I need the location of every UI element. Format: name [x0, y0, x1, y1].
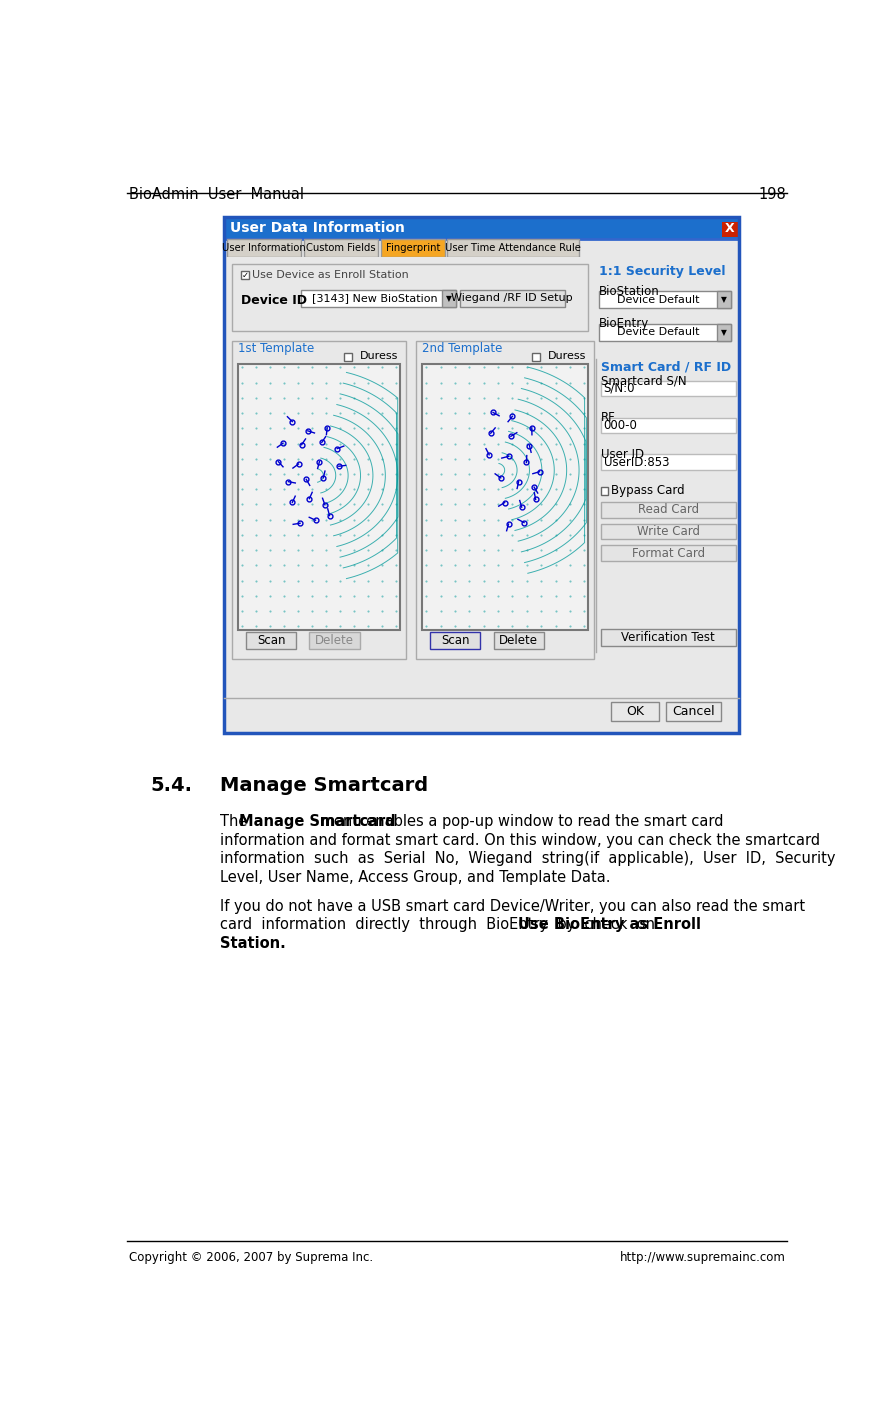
FancyBboxPatch shape: [611, 703, 659, 722]
Text: Station.: Station.: [220, 935, 285, 951]
Text: ▼: ▼: [447, 294, 452, 302]
Text: X: X: [725, 221, 735, 235]
Text: Device Default: Device Default: [617, 295, 699, 305]
FancyBboxPatch shape: [460, 289, 565, 307]
Text: 000-0: 000-0: [604, 419, 638, 432]
Text: Bypass Card: Bypass Card: [611, 485, 685, 498]
Text: UserID:853: UserID:853: [604, 456, 669, 469]
FancyBboxPatch shape: [447, 240, 579, 257]
Text: http://www.supremainc.com: http://www.supremainc.com: [620, 1251, 786, 1263]
FancyBboxPatch shape: [227, 240, 301, 257]
FancyBboxPatch shape: [304, 240, 378, 257]
Text: 1st Template: 1st Template: [238, 342, 314, 355]
Text: Write Card: Write Card: [637, 525, 700, 538]
FancyBboxPatch shape: [238, 364, 400, 630]
Text: Copyright © 2006, 2007 by Suprema Inc.: Copyright © 2006, 2007 by Suprema Inc.: [128, 1251, 373, 1263]
Text: BioStation: BioStation: [599, 285, 660, 298]
Text: If you do not have a USB smart card Device/Writer, you can also read the smart: If you do not have a USB smart card Devi…: [220, 898, 805, 914]
FancyBboxPatch shape: [232, 264, 588, 331]
Text: Scan: Scan: [257, 635, 285, 647]
Text: [3143] New BioStation: [3143] New BioStation: [312, 294, 438, 304]
FancyBboxPatch shape: [600, 545, 736, 560]
Text: Verification Test: Verification Test: [622, 632, 715, 645]
Text: User Information: User Information: [222, 242, 306, 254]
Text: Custom Fields: Custom Fields: [307, 242, 376, 254]
Text: 1:1 Security Level: 1:1 Security Level: [599, 265, 725, 278]
Text: OK: OK: [626, 706, 644, 719]
Text: information  such  as  Serial  No,  Wiegand  string(if  applicable),  User  ID, : information such as Serial No, Wiegand s…: [220, 851, 836, 866]
Text: Device ID: Device ID: [241, 294, 307, 307]
FancyBboxPatch shape: [381, 240, 445, 257]
Text: information and format smart card. On this window, you can check the smartcard: information and format smart card. On th…: [220, 833, 820, 847]
FancyBboxPatch shape: [600, 486, 608, 495]
Text: 2nd Template: 2nd Template: [422, 342, 503, 355]
FancyBboxPatch shape: [665, 703, 722, 722]
Text: Delete: Delete: [499, 635, 538, 647]
Text: Cancel: Cancel: [673, 706, 714, 719]
FancyBboxPatch shape: [717, 291, 731, 308]
FancyBboxPatch shape: [600, 455, 736, 471]
Text: The: The: [220, 814, 252, 829]
Text: Wiegand /RF ID Setup: Wiegand /RF ID Setup: [451, 294, 573, 304]
Text: Use Device as Enroll Station: Use Device as Enroll Station: [252, 270, 409, 279]
FancyBboxPatch shape: [416, 341, 594, 659]
FancyBboxPatch shape: [301, 289, 457, 307]
Text: S/N:0: S/N:0: [604, 382, 635, 395]
FancyBboxPatch shape: [600, 523, 736, 539]
FancyBboxPatch shape: [224, 240, 739, 733]
Text: Delete: Delete: [314, 635, 353, 647]
Text: ▼: ▼: [721, 328, 727, 337]
Text: 5.4.: 5.4.: [150, 776, 193, 796]
FancyBboxPatch shape: [493, 632, 544, 649]
FancyBboxPatch shape: [723, 222, 738, 237]
FancyBboxPatch shape: [599, 291, 731, 308]
FancyBboxPatch shape: [226, 257, 738, 696]
FancyBboxPatch shape: [599, 324, 731, 341]
FancyBboxPatch shape: [600, 629, 736, 646]
Text: Use BioEntry as Enroll: Use BioEntry as Enroll: [518, 917, 701, 933]
Text: ✓: ✓: [242, 271, 248, 279]
Text: Device Default: Device Default: [617, 327, 699, 337]
FancyBboxPatch shape: [224, 217, 739, 240]
FancyBboxPatch shape: [600, 418, 736, 434]
FancyBboxPatch shape: [600, 502, 736, 518]
Text: Smart Card / RF ID: Smart Card / RF ID: [600, 361, 731, 374]
FancyBboxPatch shape: [232, 341, 406, 659]
FancyBboxPatch shape: [241, 271, 249, 279]
FancyBboxPatch shape: [533, 352, 540, 361]
Text: Manage Smartcard: Manage Smartcard: [220, 776, 428, 796]
FancyBboxPatch shape: [717, 324, 731, 341]
Text: Fingerprint: Fingerprint: [385, 242, 440, 254]
Text: card  information  directly  through  BioEntry  by  check  on: card information directly through BioEnt…: [220, 917, 665, 933]
Text: Scan: Scan: [442, 635, 470, 647]
FancyBboxPatch shape: [600, 381, 736, 396]
FancyBboxPatch shape: [310, 632, 359, 649]
Text: User ID: User ID: [600, 448, 644, 461]
FancyBboxPatch shape: [245, 632, 296, 649]
Text: Smartcard S/N: Smartcard S/N: [600, 374, 686, 386]
Text: ▼: ▼: [721, 295, 727, 304]
FancyBboxPatch shape: [430, 632, 481, 649]
Text: Duress: Duress: [549, 351, 587, 361]
Text: Read Card: Read Card: [638, 503, 699, 516]
Text: Duress: Duress: [359, 351, 398, 361]
Text: User Data Information: User Data Information: [230, 221, 405, 235]
Text: RF: RF: [600, 411, 615, 424]
Text: Manage Smartcard: Manage Smartcard: [239, 814, 396, 829]
FancyBboxPatch shape: [442, 289, 457, 307]
Text: BioEntry: BioEntry: [599, 317, 649, 329]
Text: menu enables a pop-up window to read the smart card: menu enables a pop-up window to read the…: [315, 814, 723, 829]
FancyBboxPatch shape: [344, 352, 351, 361]
Text: Level, User Name, Access Group, and Template Data.: Level, User Name, Access Group, and Temp…: [220, 870, 610, 884]
Text: User Time Attendance Rule: User Time Attendance Rule: [445, 242, 581, 254]
Text: 198: 198: [758, 187, 786, 201]
FancyBboxPatch shape: [422, 364, 588, 630]
Text: BioAdmin  User  Manual: BioAdmin User Manual: [128, 187, 303, 201]
Text: Format Card: Format Card: [632, 546, 705, 559]
